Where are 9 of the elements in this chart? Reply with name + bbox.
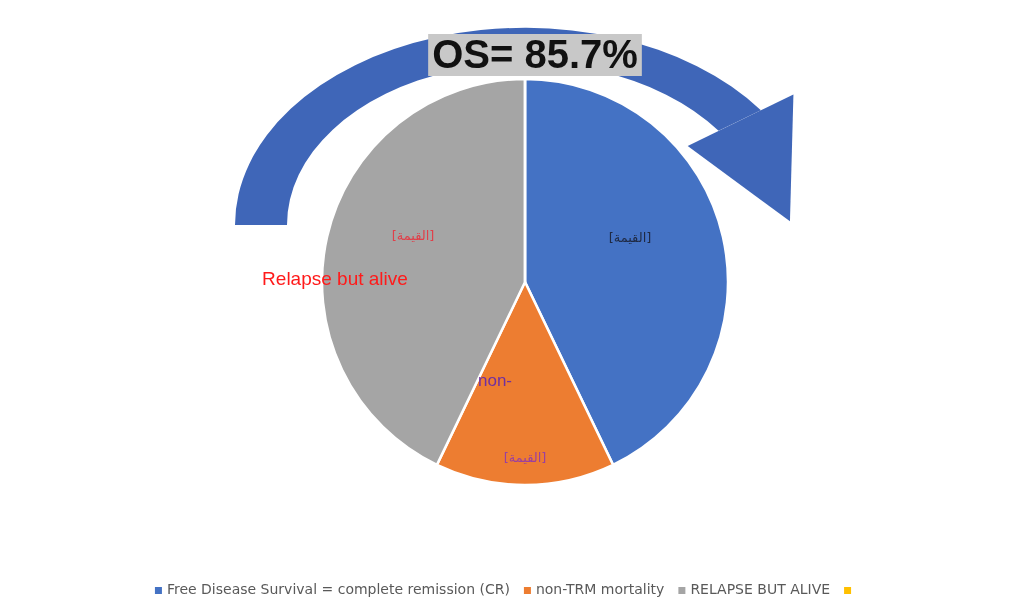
legend-label: non-TRM mortality [535, 581, 665, 597]
data-label: [القيمة] [391, 228, 435, 243]
legend-label: Free Disease Survival = complete remission (CR) [166, 581, 510, 597]
chart-title: OS= 85.7% [432, 32, 638, 76]
text: Relapse but alive [262, 268, 408, 289]
data-label: [القيمة] [503, 450, 547, 465]
legend-label: RELAPSE BUT ALIVE [690, 581, 831, 597]
data-label: [القيمة] [608, 230, 652, 245]
text: non- [477, 371, 513, 390]
